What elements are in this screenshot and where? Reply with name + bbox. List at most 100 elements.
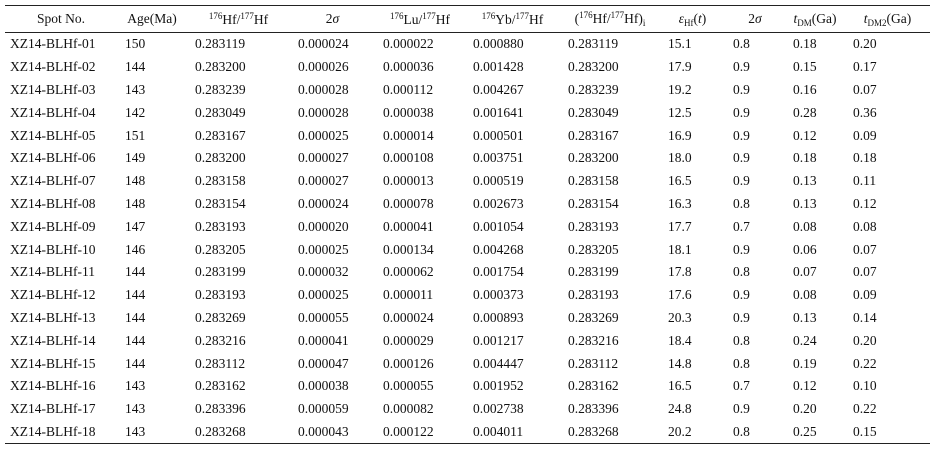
- table-cell: 20.3: [668, 309, 692, 325]
- header-cell: Age(Ma): [117, 5, 187, 33]
- table-cell: 0.283269: [195, 309, 246, 325]
- table-cell: XZ14-BLHf-03: [10, 81, 96, 97]
- table-cell: 0.12: [793, 378, 817, 394]
- header-text: DM2: [867, 17, 887, 28]
- table-cell: 0.000025: [298, 127, 349, 143]
- table-cell: 0.001952: [473, 378, 524, 394]
- header-text: DM: [797, 17, 812, 28]
- table-cell: 0.001754: [473, 264, 524, 280]
- table-cell: 0.20: [793, 401, 817, 417]
- header-cell: Spot No.: [5, 5, 117, 33]
- header-text: 2: [748, 11, 756, 26]
- table-cell: 0.07: [853, 241, 877, 257]
- table-cell: 0.283200: [568, 59, 619, 75]
- table-cell: 0.8: [733, 332, 750, 348]
- table-row: XZ14-BLHf-03 143 0.283239 0.000028 0.000112 0…: [5, 79, 930, 102]
- table-cell: 0.000024: [298, 36, 349, 52]
- table-cell: 143: [125, 378, 146, 394]
- table-cell: 0.000501: [473, 127, 524, 143]
- header-text: 177: [422, 10, 436, 21]
- table-cell: 0.18: [793, 150, 817, 166]
- table-cell: 0.22: [853, 355, 877, 371]
- table-cell: 16.5: [668, 173, 692, 189]
- table-cell: 0.000519: [473, 173, 524, 189]
- table-cell: 18.0: [668, 150, 692, 166]
- header-text: Age(Ma): [127, 11, 177, 26]
- table-cell: 0.08: [793, 287, 817, 303]
- table-cell: 0.000041: [298, 332, 349, 348]
- table-cell: 0.004011: [465, 420, 560, 445]
- table-cell: 0.000041: [383, 218, 434, 234]
- table-row: XZ14-BLHf-18 143 0.283268 0.000043 0.000122 0…: [5, 420, 930, 445]
- header-text: (: [574, 11, 580, 26]
- table-cell: 0.000082: [383, 401, 434, 417]
- table-cell: 146: [125, 241, 146, 257]
- table-cell: 18.4: [668, 332, 692, 348]
- table-cell: 143: [117, 420, 187, 445]
- table-cell: XZ14-BLHf-02: [10, 59, 96, 75]
- header-cell: 176Lu/177Hf: [375, 5, 465, 33]
- table-cell: 148: [125, 173, 146, 189]
- table-row: XZ14-BLHf-14 144 0.283216 0.000041 0.000029 0…: [5, 329, 930, 352]
- table-cell: 0.07: [853, 81, 877, 97]
- table-cell: 0.283119: [568, 36, 619, 52]
- header-text: 177: [515, 10, 530, 21]
- header-text: 177: [610, 10, 625, 20]
- table-row: XZ14-BLHf-08 148 0.283154 0.000024 0.000078 0…: [5, 193, 930, 216]
- table-row: XZ14-BLHf-10 146 0.283205 0.000025 0.000134 0…: [5, 238, 930, 261]
- table-cell: 0.283154: [568, 195, 619, 211]
- table-cell: 0.283158: [195, 173, 246, 189]
- table-body: XZ14-BLHf-01 150 0.283119 0.000024 0.000022 0…: [5, 33, 930, 445]
- table-row: XZ14-BLHf-12 144 0.283193 0.000025 0.000011 0…: [5, 284, 930, 307]
- table-cell: 0.28: [793, 104, 817, 120]
- table-cell: 0.000126: [383, 355, 434, 371]
- table-cell: 0.283167: [195, 127, 246, 143]
- table-cell: 0.000059: [298, 401, 349, 417]
- table-cell: 0.283396: [195, 401, 246, 417]
- table-cell: 144: [125, 287, 146, 303]
- header-text: Hf/: [222, 11, 241, 27]
- table-cell: XZ14-BLHf-06: [10, 150, 96, 166]
- header-row: Spot No. Age(Ma) 176Hf/177Hf 2σ 176Lu/177Hf 1…: [5, 5, 930, 33]
- table-cell: 148: [125, 195, 146, 211]
- table-cell: 0.9: [733, 81, 750, 97]
- table-cell: 0.000029: [383, 332, 434, 348]
- table-cell: XZ14-BLHf-08: [10, 195, 96, 211]
- table-cell: 0.9: [733, 59, 750, 75]
- table-cell: 0.17: [853, 59, 877, 75]
- table-cell: 0.9: [733, 173, 750, 189]
- header-text: Yb/: [495, 11, 516, 27]
- table-cell: XZ14-BLHf-14: [10, 332, 96, 348]
- table-cell: 0.283112: [568, 355, 619, 371]
- table-cell: 0.283049: [195, 104, 246, 120]
- table-cell: 0.9: [733, 104, 750, 120]
- table-cell: 0.000025: [298, 241, 349, 257]
- table-row: XZ14-BLHf-05 151 0.283167 0.000025 0.000014 0…: [5, 124, 930, 147]
- table-cell: 0.283268: [187, 420, 290, 445]
- table-row: XZ14-BLHf-01 150 0.283119 0.000024 0.000022 0…: [5, 33, 930, 56]
- table-cell: 0.283200: [195, 150, 246, 166]
- table-cell: 0.19: [793, 355, 817, 371]
- table-cell: 0.283205: [195, 241, 246, 257]
- header-text: Hf: [684, 17, 694, 28]
- table-cell: 0.07: [793, 264, 817, 280]
- table-cell: 0.13: [793, 173, 817, 189]
- table-cell: XZ14-BLHf-17: [10, 401, 96, 417]
- table-cell: 0.000028: [298, 104, 349, 120]
- table-cell: 0.283269: [568, 309, 619, 325]
- header-text: 2: [325, 11, 333, 26]
- header-text: i: [642, 18, 646, 28]
- table-cell: 0.13: [793, 309, 817, 325]
- table-cell: 20.2: [660, 420, 725, 445]
- header-text: Lu/: [403, 11, 423, 27]
- table-cell: XZ14-BLHf-11: [10, 264, 95, 280]
- table-cell: 0.000011: [383, 287, 434, 303]
- table-cell: 16.9: [668, 127, 692, 143]
- table-cell: 0.000373: [473, 287, 524, 303]
- table-cell: 0.24: [793, 332, 817, 348]
- table-cell: 144: [125, 355, 146, 371]
- table-cell: 0.9: [733, 287, 750, 303]
- table-cell: 0.000025: [298, 287, 349, 303]
- table-cell: 0.000055: [298, 309, 349, 325]
- table-cell: 0.18: [793, 36, 817, 52]
